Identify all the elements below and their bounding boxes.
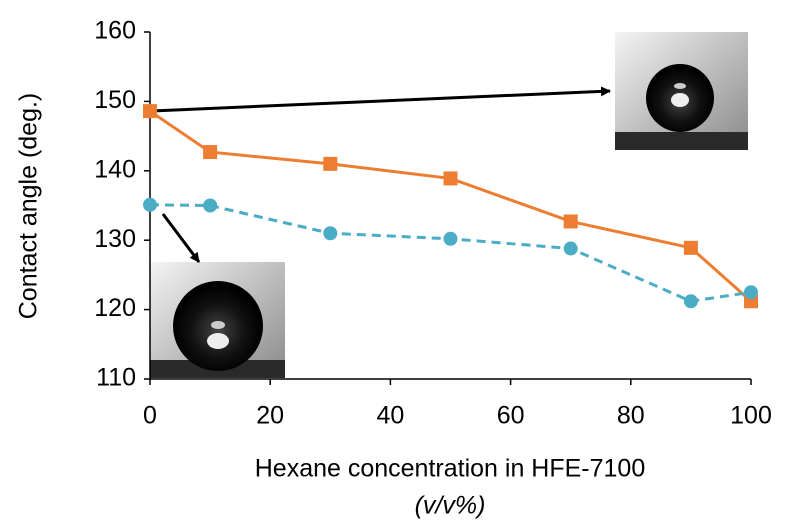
y-axis-label: Contact angle (deg.) <box>15 93 43 320</box>
point <box>444 171 458 185</box>
x-tick-label: 40 <box>376 402 404 430</box>
x-tick-label: 0 <box>143 402 157 430</box>
point <box>564 242 578 256</box>
y-tick-label: 160 <box>94 17 136 45</box>
y-tick-label: 150 <box>94 86 136 114</box>
point <box>684 294 698 308</box>
x-tick-label: 80 <box>617 402 645 430</box>
point <box>744 285 758 299</box>
point <box>684 241 698 255</box>
y-tick-label: 110 <box>96 364 136 392</box>
page: {"chart_data": {"type": "line", "x_label… <box>0 0 785 527</box>
y-tick-label: 120 <box>94 294 136 322</box>
point <box>203 145 217 159</box>
point <box>203 199 217 213</box>
x-axis-label: Hexane concentration in HFE-7100 <box>255 455 646 483</box>
point <box>323 157 337 171</box>
x-axis-unit: (v/v%) <box>415 492 486 520</box>
x-tick-label: 60 <box>497 402 525 430</box>
x-tick-label: 100 <box>730 402 772 430</box>
chart: Hexane concentration in HFE-7100 (v/v%) … <box>0 0 785 527</box>
x-tick-label: 20 <box>256 402 284 430</box>
point <box>143 104 157 118</box>
point <box>143 198 157 212</box>
y-tick-label: 130 <box>94 225 136 253</box>
arrow <box>163 214 199 262</box>
inset-photo-top <box>615 32 748 150</box>
point <box>564 214 578 228</box>
arrow <box>152 91 610 111</box>
y-tick-label: 140 <box>94 155 136 183</box>
inset-photo-bottom <box>150 262 285 378</box>
point <box>323 226 337 240</box>
point <box>444 232 458 246</box>
